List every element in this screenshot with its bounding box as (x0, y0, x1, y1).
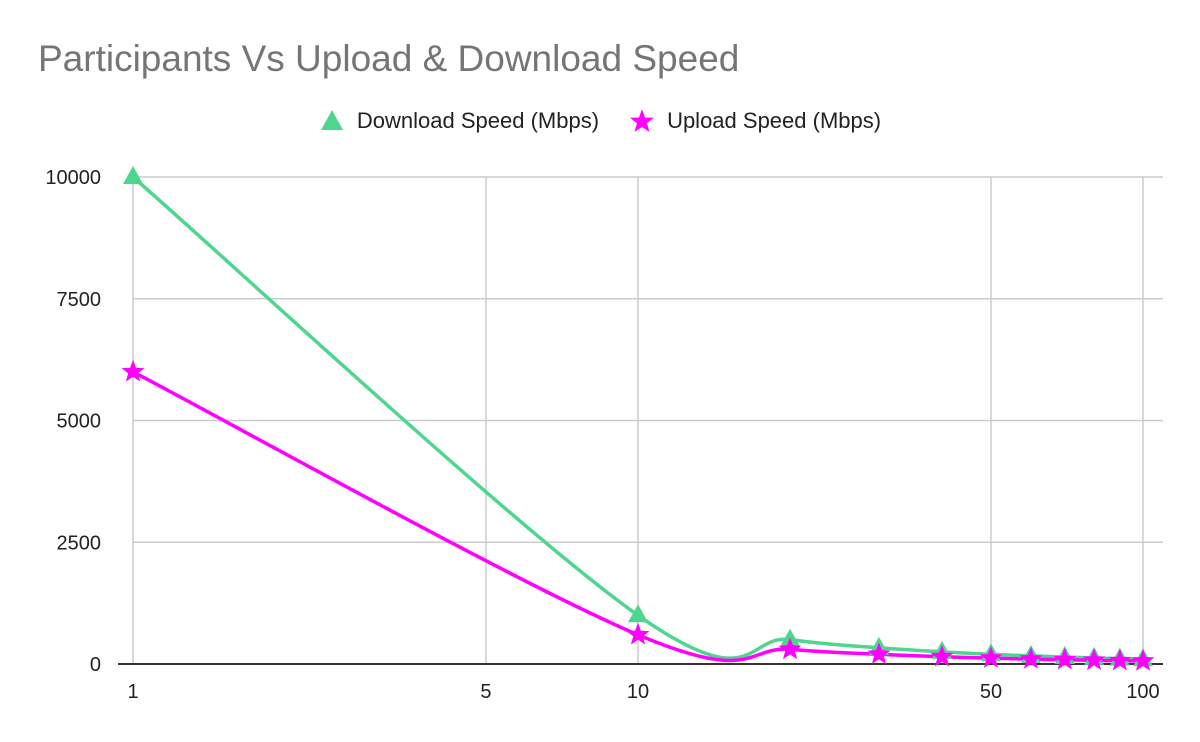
upload-point (867, 642, 891, 664)
upload-point (1131, 649, 1155, 671)
x-tick-label: 1 (127, 681, 138, 703)
y-tick-label: 10000 (45, 167, 101, 189)
download-point (628, 604, 648, 623)
legend-entry-upload[interactable]: Upload Speed (Mbps) (629, 108, 881, 134)
upload-point (930, 644, 954, 667)
x-tick-label: 5 (480, 681, 491, 703)
upload-point (1053, 647, 1077, 670)
y-tick-label: 5000 (57, 411, 102, 433)
x-tick-label: 50 (980, 681, 1002, 703)
x-tick-label: 10 (627, 681, 649, 703)
upload-point (778, 637, 802, 660)
upload-point (626, 622, 650, 645)
upload-point (979, 646, 1003, 668)
y-tick-label: 2500 (57, 532, 102, 554)
legend: Download Speed (Mbps) Upload Speed (Mbps… (0, 108, 1200, 134)
download-point (123, 166, 143, 184)
legend-entry-download[interactable]: Download Speed (Mbps) (319, 108, 599, 134)
legend-triangle-icon (320, 110, 343, 130)
chart-title: Participants Vs Upload & Download Speed (38, 38, 740, 79)
upload-point (1082, 648, 1106, 671)
legend-label-download: Download Speed (Mbps) (356, 108, 600, 133)
legend-label-upload: Upload Speed (Mbps) (667, 108, 882, 133)
y-tick-label: 7500 (57, 289, 102, 311)
upload-point (121, 359, 145, 382)
y-tick-label: 0 (90, 654, 101, 676)
legend-star-icon (630, 109, 655, 132)
upload-point (1108, 648, 1132, 671)
upload-point (1019, 647, 1043, 669)
x-tick-label: 100 (1126, 681, 1159, 703)
